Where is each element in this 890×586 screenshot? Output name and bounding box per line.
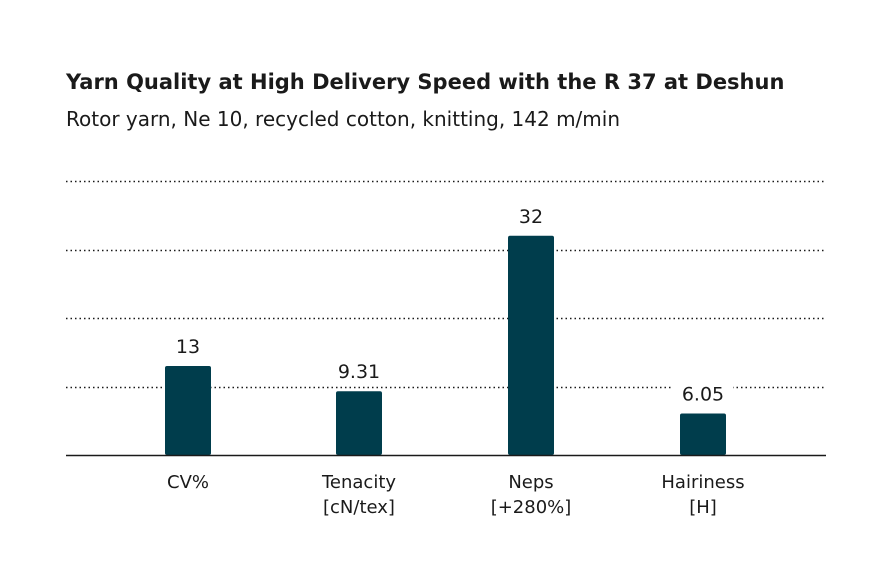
value-label-bg xyxy=(329,357,389,384)
chart-subtitle: Rotor yarn, Ne 10, recycled cotton, knit… xyxy=(66,107,621,131)
category-label: Tenacity xyxy=(321,472,396,493)
value-label-bg xyxy=(673,379,733,406)
value-label: 9.31 xyxy=(338,361,380,383)
category-label: CV% xyxy=(167,472,209,493)
value-label-bg xyxy=(501,201,561,228)
category-unit-label: [+280%] xyxy=(491,497,572,518)
value-label: 6.05 xyxy=(682,384,724,406)
value-label: 13 xyxy=(176,336,200,358)
bar xyxy=(680,413,726,455)
value-label-bg xyxy=(158,331,218,358)
chart-title: Yarn Quality at High Delivery Speed with… xyxy=(66,70,785,94)
bar xyxy=(165,365,211,455)
category-unit-label: [H] xyxy=(689,497,717,518)
bar xyxy=(336,391,382,455)
category-unit-label: [cN/tex] xyxy=(323,497,395,518)
category-label: Neps xyxy=(508,472,553,493)
value-label: 32 xyxy=(519,206,543,228)
bar xyxy=(508,235,554,455)
category-label: Hairiness xyxy=(661,472,744,493)
